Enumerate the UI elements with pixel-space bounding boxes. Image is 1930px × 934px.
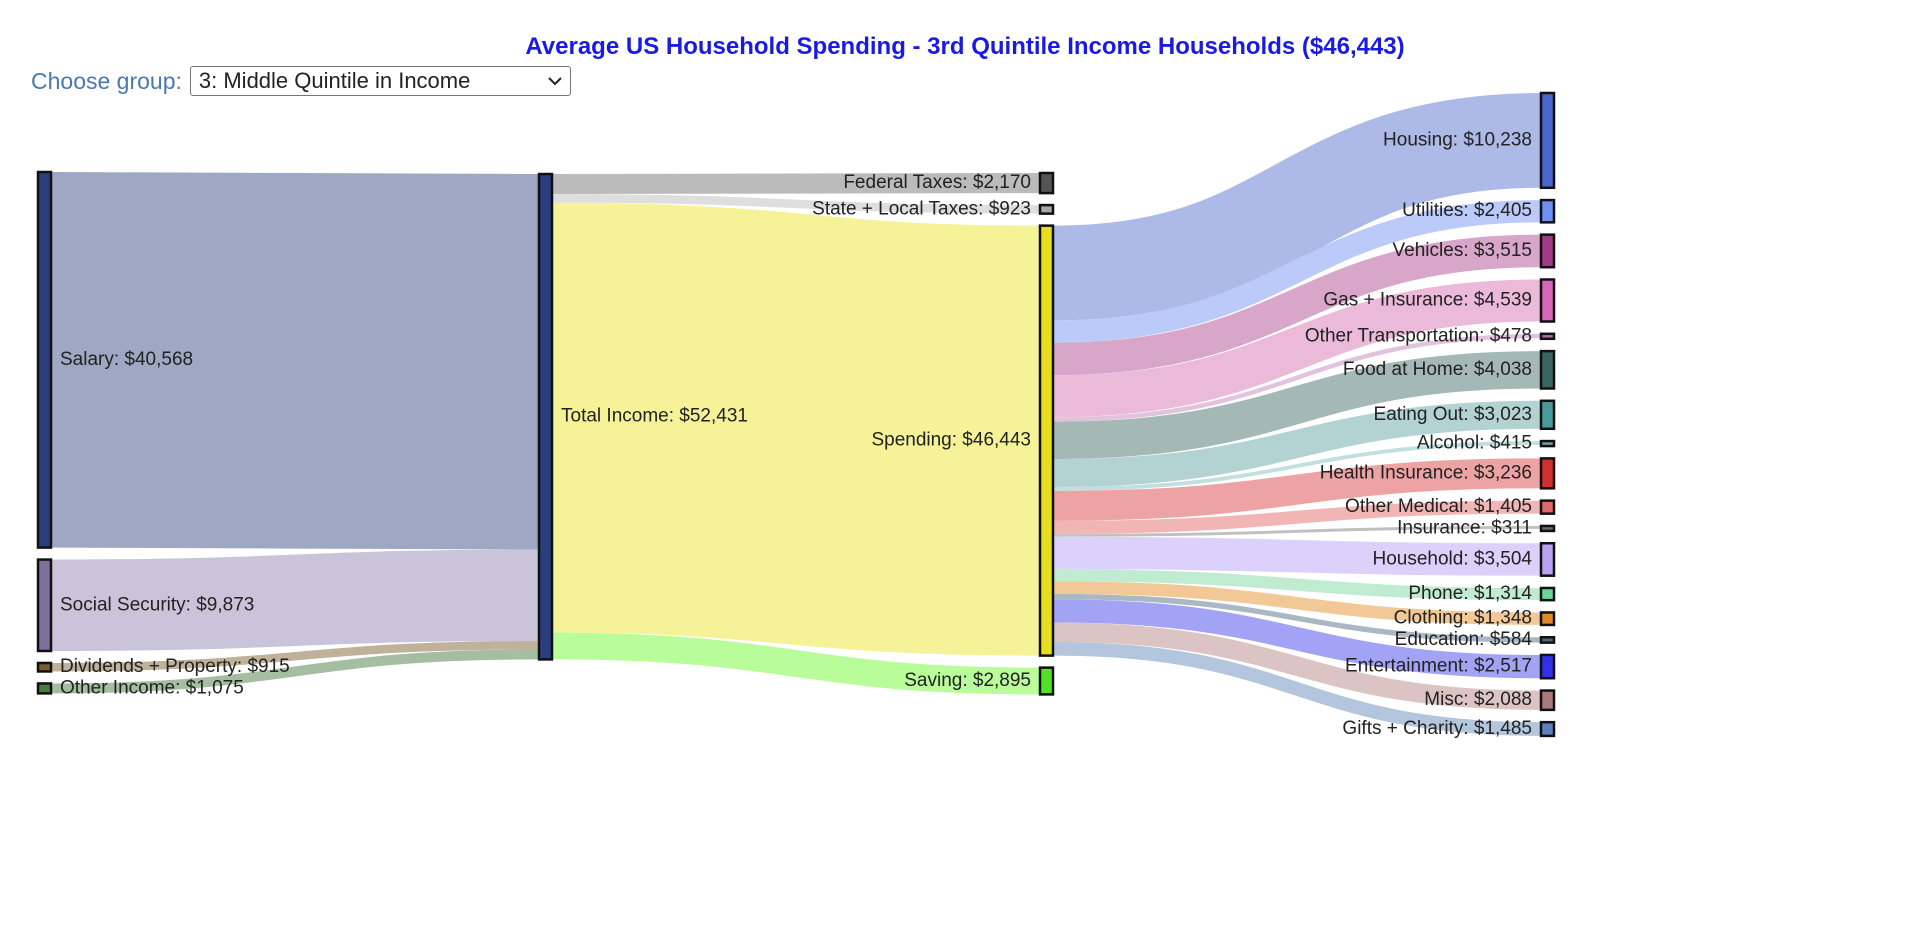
link-socsec-to-total[interactable] [50,549,540,651]
link-spending-to-entertainment[interactable] [1052,599,1542,679]
node-gifts[interactable] [1539,720,1556,738]
link-spending-to-othermed[interactable] [1052,500,1542,534]
label-utilities: Utilities: $2,405 [1402,200,1532,221]
link-spending-to-vehicles[interactable] [1052,234,1542,376]
node-misc[interactable] [1539,689,1556,712]
link-total-to-statetax[interactable] [551,194,1041,214]
label-insurance: Insurance: $311 [1397,517,1532,538]
node-statetax[interactable] [1038,203,1055,215]
node-spending[interactable] [1038,224,1055,657]
label-phone: Phone: $1,314 [1408,583,1532,604]
node-gasins[interactable] [1539,278,1556,323]
label-gifts: Gifts + Charity: $1,485 [1342,718,1532,739]
link-spending-to-gasins[interactable] [1052,279,1542,418]
label-clothing: Clothing: $1,348 [1394,608,1532,629]
label-otherinc: Other Income: $1,075 [60,677,244,698]
link-spending-to-insurance[interactable] [1052,525,1542,537]
link-salary-to-total[interactable] [50,171,540,550]
label-socsec: Social Security: $9,873 [60,594,254,615]
node-insurance[interactable] [1539,524,1556,533]
node-utilities[interactable] [1539,198,1556,224]
group-select[interactable]: 3: Middle Quintile in Income [189,66,571,96]
node-alcohol[interactable] [1539,439,1556,448]
label-salary: Salary: $40,568 [60,349,193,370]
label-misc: Misc: $2,088 [1424,689,1532,710]
label-saving: Saving: $2,895 [904,670,1031,691]
label-vehicles: Vehicles: $3,515 [1393,240,1532,261]
label-gasins: Gas + Insurance: $4,539 [1323,290,1532,311]
link-spending-to-household[interactable] [1052,536,1542,576]
sankey-nodes [36,91,1556,738]
node-othermed[interactable] [1539,499,1556,515]
node-divprop[interactable] [36,661,53,673]
node-foodhome[interactable] [1539,349,1556,390]
node-healthins[interactable] [1539,457,1556,490]
link-spending-to-foodhome[interactable] [1052,351,1542,460]
link-total-to-saving[interactable] [551,632,1041,695]
label-education: Education: $584 [1395,629,1533,650]
node-phone[interactable] [1539,586,1556,602]
node-clothing[interactable] [1539,611,1556,627]
label-entertainment: Entertainment: $2,517 [1345,656,1532,677]
node-othertrans[interactable] [1539,332,1556,341]
group-select-value: 3: Middle Quintile in Income [198,68,471,93]
link-spending-to-othertrans[interactable] [1052,333,1542,422]
link-spending-to-alcohol[interactable] [1052,441,1542,491]
node-fedtax[interactable] [1038,171,1055,195]
label-othertrans: Other Transportation: $478 [1305,325,1532,346]
label-foodhome: Food at Home: $4,038 [1343,359,1532,380]
sankey-links [50,93,1542,736]
link-spending-to-housing[interactable] [1052,93,1542,321]
node-household[interactable] [1539,541,1556,577]
label-eatout: Eating Out: $3,023 [1374,404,1532,425]
label-spending: Spending: $46,443 [871,430,1031,451]
group-picker-label: Choose group: [31,67,182,94]
chevron-down-icon [548,76,562,85]
chart-title: Average US Household Spending - 3rd Quin… [525,33,1405,60]
node-saving[interactable] [1038,666,1055,696]
node-eatout[interactable] [1539,399,1556,431]
node-socsec[interactable] [36,558,53,653]
node-education[interactable] [1539,635,1556,644]
link-spending-to-phone[interactable] [1052,569,1542,601]
node-salary[interactable] [36,170,53,549]
label-statetax: State + Local Taxes: $923 [812,198,1031,219]
node-housing[interactable] [1539,91,1556,190]
label-alcohol: Alcohol: $415 [1417,433,1532,454]
link-total-to-spending[interactable] [551,202,1041,656]
label-othermed: Other Medical: $1,405 [1345,496,1532,517]
link-spending-to-eatout[interactable] [1052,400,1542,488]
label-fedtax: Federal Taxes: $2,170 [843,172,1031,193]
node-entertainment[interactable] [1539,653,1556,680]
sankey-labels: Salary: $40,568 Social Security: $9,873 Di… [60,129,1532,739]
link-spending-to-gifts[interactable] [1052,641,1542,736]
label-housing: Housing: $10,238 [1383,129,1532,150]
label-divprop: Dividends + Property: $915 [60,656,290,677]
link-spending-to-healthins[interactable] [1052,458,1542,521]
link-divprop-to-total[interactable] [50,640,540,672]
link-spending-to-clothing[interactable] [1052,581,1542,625]
label-household: Household: $3,504 [1372,548,1532,569]
label-healthins: Health Insurance: $3,236 [1320,462,1532,483]
link-spending-to-education[interactable] [1052,593,1542,643]
link-spending-to-utilities[interactable] [1052,200,1542,343]
group-picker: Choose group: 3: Middle Quintile in Inco… [31,66,571,96]
link-total-to-fedtax[interactable] [551,173,1041,195]
link-otherinc-to-total[interactable] [50,649,540,694]
node-otherinc[interactable] [36,682,53,695]
node-total[interactable] [537,172,554,661]
link-spending-to-misc[interactable] [1052,622,1542,710]
node-vehicles[interactable] [1539,233,1556,269]
label-total: Total Income: $52,431 [561,406,748,427]
